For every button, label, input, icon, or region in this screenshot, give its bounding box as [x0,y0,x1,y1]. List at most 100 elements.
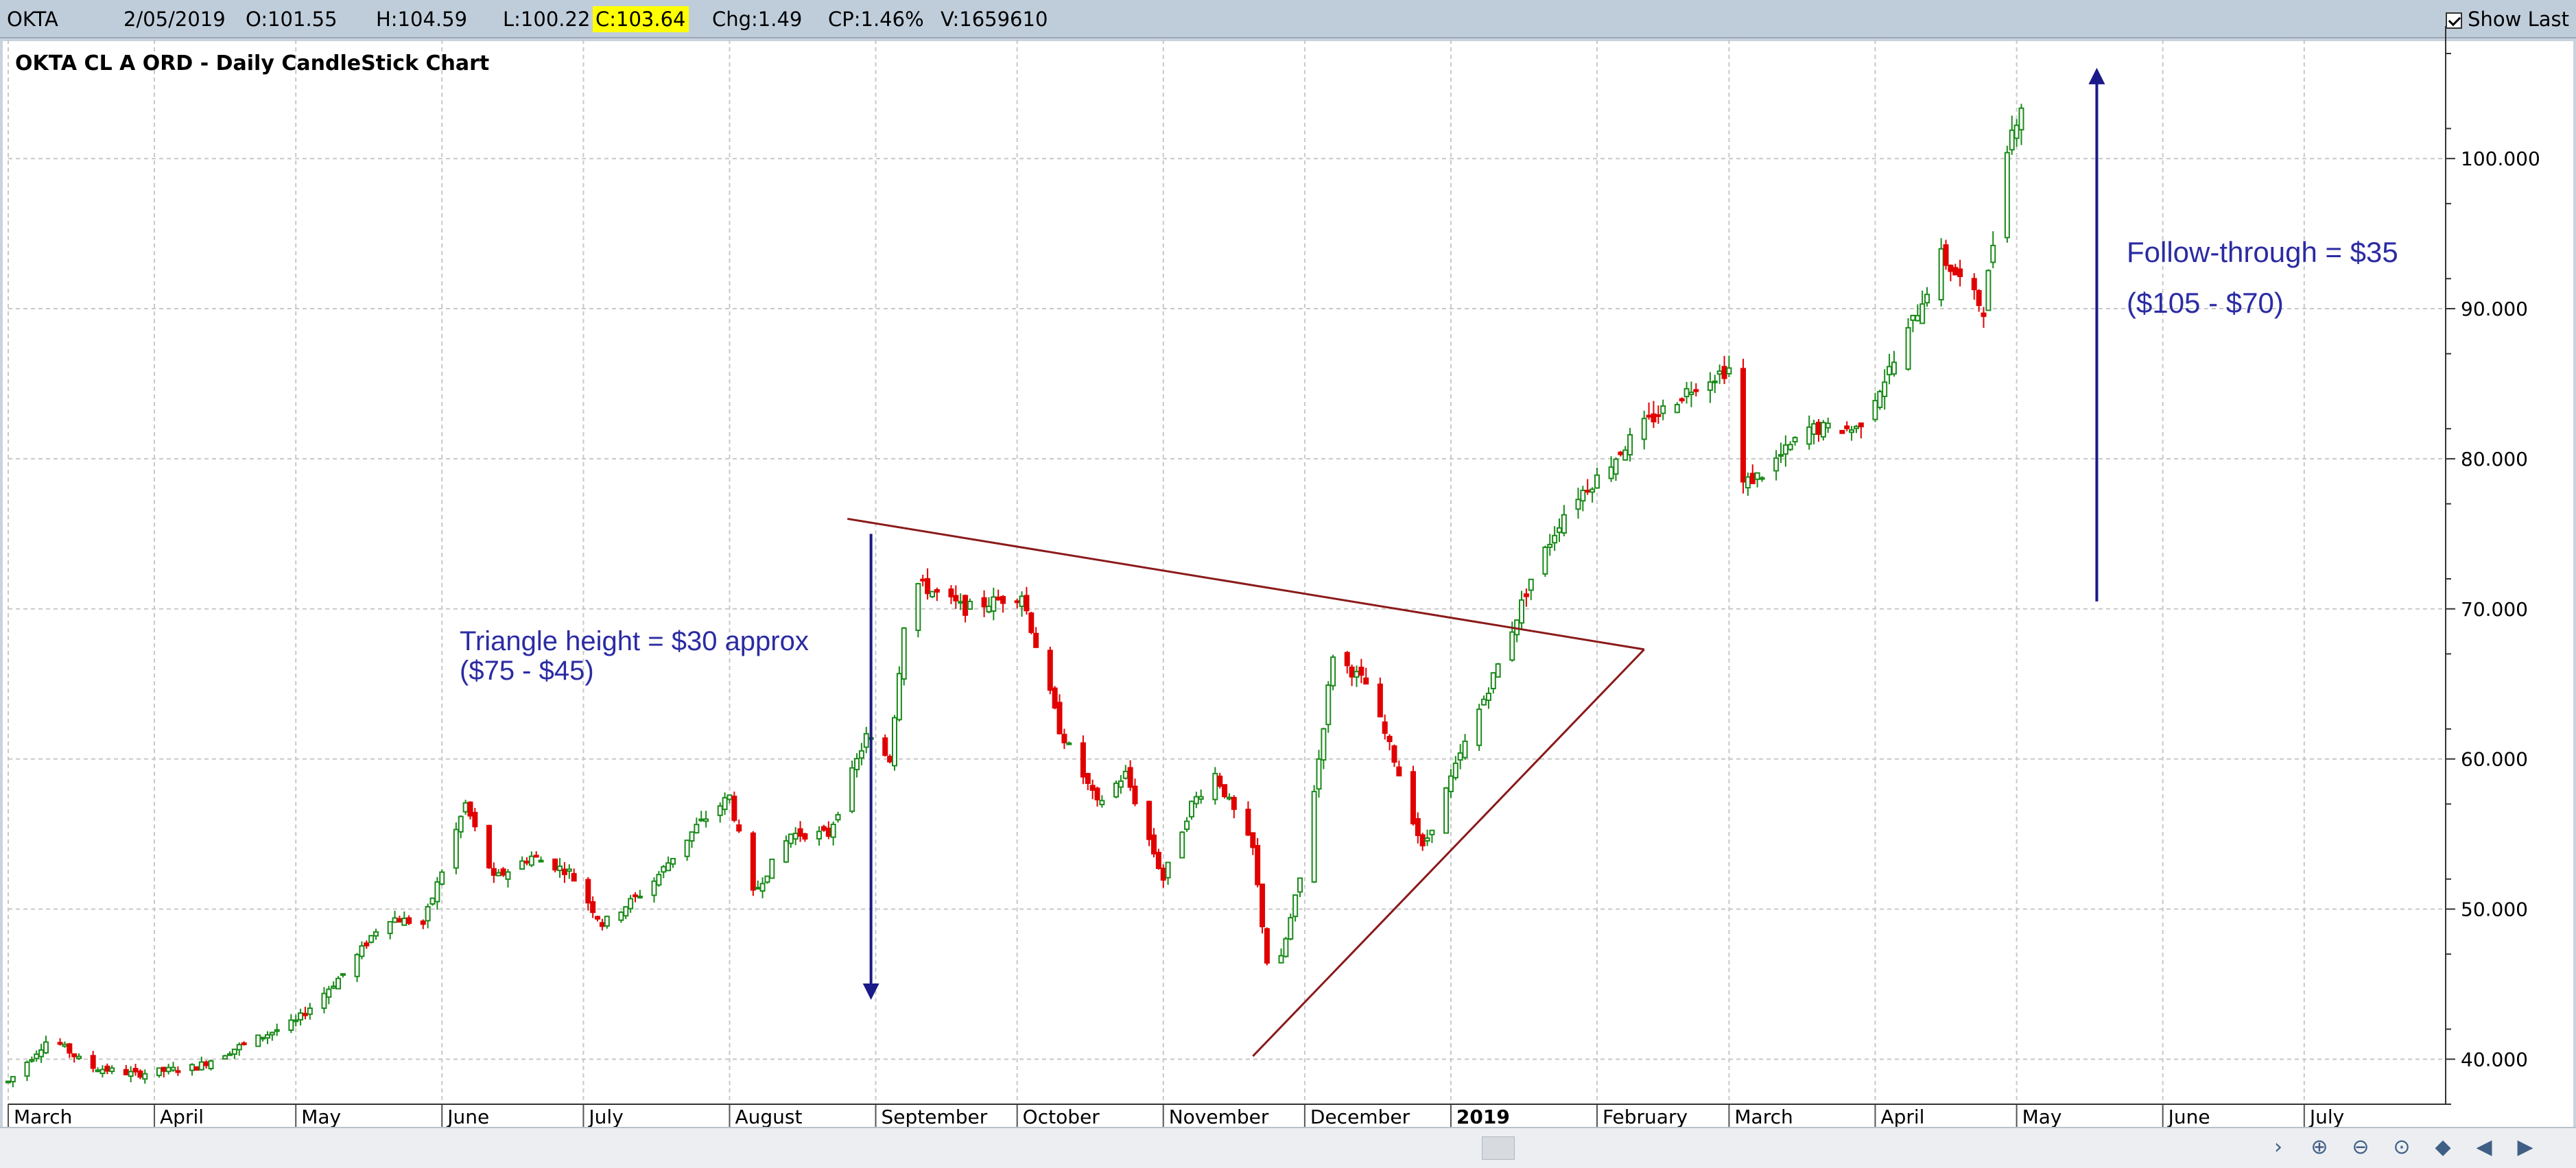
x-tick-label: July [2308,1106,2344,1127]
candle-up [38,1049,45,1058]
step-forward-icon[interactable]: ▶ [2517,1135,2533,1159]
candle-up [1122,770,1129,779]
candle-up [901,627,907,680]
candle-down [1344,652,1350,667]
candle-up [656,874,662,886]
zoom-out-icon[interactable]: ⊖ [2352,1135,2370,1159]
candle-down [1160,868,1166,881]
candle-down [1061,733,1067,743]
lower-triangle-line [1252,648,1645,1058]
candle-up [24,1061,30,1077]
candle-up [1165,861,1171,879]
candle-up [1519,599,1525,624]
candle-up [269,1032,275,1036]
candle-down [1358,667,1364,676]
candle-down [1693,389,1699,392]
candle-up [1330,656,1336,687]
candle-down [1000,596,1006,604]
candle-up [236,1044,242,1051]
zoom-in-icon[interactable]: ⊕ [2311,1135,2328,1159]
candle-up [1457,752,1463,761]
candle-up [722,797,728,811]
candle-up [208,1060,214,1069]
x-tick-label: 2019 [1456,1106,1510,1127]
candle-up [439,871,445,885]
candle-down [820,826,827,831]
candle-down [1382,721,1388,734]
candle-down [1957,268,1963,277]
show-last-checkbox[interactable]: Show Last [2446,5,2569,33]
candle-up [170,1066,176,1071]
candle-down [1146,800,1153,840]
candle-up [1288,917,1294,940]
candle-down [736,824,742,832]
candle-down [175,1070,181,1073]
candle-up [665,862,672,872]
candle-up [1787,444,1793,451]
candle-up [1594,474,1600,489]
change-pct-label: CP:1.46% [828,8,924,31]
candle-down [533,855,539,858]
candle-down [1386,735,1393,742]
candle-down [1028,612,1035,633]
candle-up [156,1067,162,1077]
candle-up [759,883,766,892]
candle-down [486,824,492,869]
candle-up [1773,457,1780,472]
candle-down [1943,244,1949,266]
volume-label: V:1659610 [941,8,1048,31]
candle-up [368,935,375,943]
candle-up [1099,800,1105,806]
candle-up [661,866,667,873]
candle-down [1740,368,1747,483]
candlestick-chart[interactable]: 40.000 50.000 60.000 70.000 80.000 90.000 100.… [0,0,2576,1127]
candle-down [1094,787,1100,800]
follow-through-label: Follow-through = $35 [2127,236,2398,268]
reset-zoom-icon[interactable]: ⊙ [2393,1135,2411,1159]
open-label: O:101.55 [246,8,338,31]
step-back-icon[interactable]: ◀ [2476,1135,2492,1159]
candle-up [1179,831,1185,859]
high-label: H:104.59 [376,8,468,31]
candle-up [1490,672,1496,689]
x-tick-label: April [1880,1106,1924,1127]
candle-down [1721,366,1727,379]
checkbox-check-icon[interactable] [2446,12,2463,29]
candle-down [750,832,756,891]
candle-up [1877,391,1883,408]
horizontal-scroll-thumb[interactable] [1482,1136,1515,1160]
candle-down [1651,413,1657,422]
candle-up [1778,454,1784,457]
x-tick-label: June [446,1106,489,1127]
candle-up [1278,955,1284,964]
candle-up [1712,380,1718,383]
candle-up [340,973,346,976]
candle-up [967,601,973,610]
candle-up [95,1069,101,1073]
candle-up [1853,425,1859,429]
candle-up [1212,772,1218,800]
x-tick-label: May [2022,1106,2062,1127]
candle-down [1981,312,1987,318]
scroll-both-icon[interactable]: ◆ [2435,1135,2451,1159]
candle-down [1363,677,1369,685]
y-tick-label: 60.000 [2461,748,2528,771]
candle-up [1641,418,1647,440]
candle-down [599,922,605,927]
candle-down [1052,687,1058,709]
candle-down [1231,797,1237,810]
candle-up [1580,490,1586,502]
candle-down [1264,928,1270,964]
scroll-right-icon[interactable]: › [2274,1135,2282,1159]
candle-up [1990,244,1996,263]
candle-up [1759,477,1765,480]
x-tick-label: July [587,1106,623,1127]
candle-down [590,901,596,914]
candle-up [1447,775,1454,793]
candle-down [1217,775,1223,787]
candle-down [1260,883,1266,927]
candle-up [401,917,407,926]
candle-down [1971,278,1977,291]
candle-up [830,823,836,838]
candle-up [198,1061,204,1071]
